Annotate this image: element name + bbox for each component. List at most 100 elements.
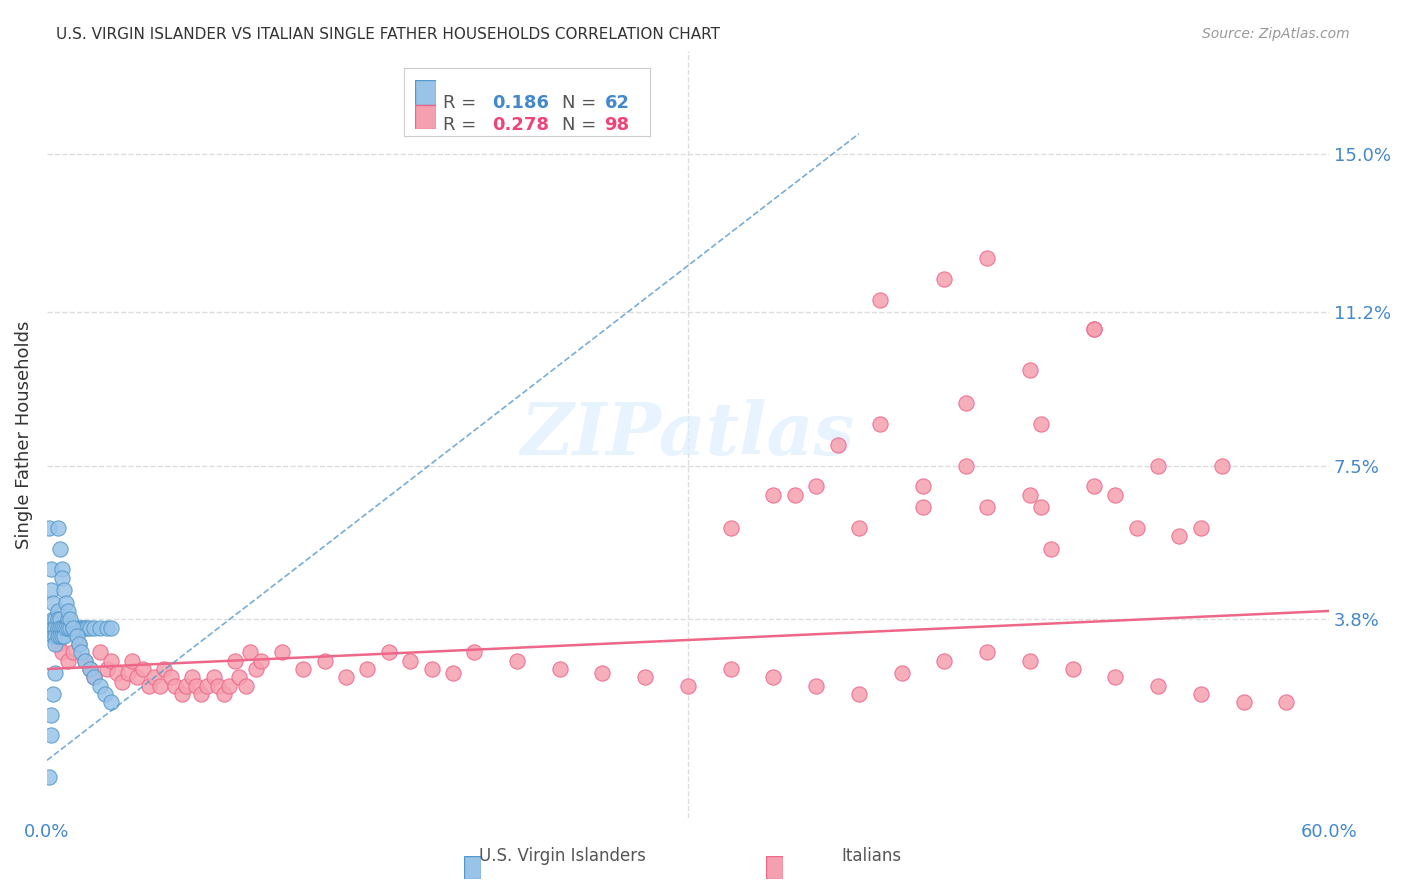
Point — [399, 654, 422, 668]
Point — [100, 654, 122, 668]
Point — [46, 637, 69, 651]
Point — [75, 654, 97, 668]
Point — [44, 666, 66, 681]
Point — [1083, 322, 1105, 336]
Point — [235, 679, 257, 693]
Point — [72, 621, 94, 635]
Point — [38, 770, 60, 784]
Point — [42, 612, 65, 626]
Point — [100, 695, 122, 709]
Point — [1018, 654, 1040, 668]
Point — [186, 679, 208, 693]
Point — [79, 662, 101, 676]
Point — [181, 670, 204, 684]
Point — [75, 654, 97, 668]
Point — [46, 629, 69, 643]
Point — [46, 521, 69, 535]
Point — [249, 654, 271, 668]
Point — [506, 654, 529, 668]
Text: N =: N = — [562, 94, 602, 112]
Point — [44, 629, 66, 643]
Point — [174, 679, 197, 693]
Point — [142, 670, 165, 684]
Point — [79, 662, 101, 676]
Point — [165, 679, 187, 693]
Point — [378, 645, 401, 659]
Point — [202, 670, 225, 684]
Point — [314, 654, 336, 668]
Point — [107, 666, 129, 681]
Text: 98: 98 — [605, 116, 630, 134]
Point — [62, 645, 84, 659]
Point — [66, 621, 89, 635]
Point — [138, 679, 160, 693]
Point — [783, 488, 806, 502]
Point — [356, 662, 378, 676]
Point — [1040, 541, 1063, 556]
Point — [39, 729, 62, 743]
Text: ZIPatlas: ZIPatlas — [520, 399, 855, 470]
Text: U.S. Virgin Islanders: U.S. Virgin Islanders — [479, 847, 645, 865]
Point — [634, 670, 657, 684]
Point — [592, 666, 614, 681]
Point — [46, 604, 69, 618]
Point — [89, 679, 111, 693]
Point — [66, 629, 89, 643]
Point — [548, 662, 571, 676]
Point — [55, 596, 77, 610]
Point — [762, 670, 785, 684]
Point — [1275, 695, 1298, 709]
Point — [1062, 662, 1084, 676]
Point — [58, 621, 80, 635]
Point — [44, 621, 66, 635]
Point — [132, 662, 155, 676]
Point — [63, 621, 86, 635]
Point — [976, 500, 998, 515]
Point — [1104, 488, 1126, 502]
Point — [720, 662, 742, 676]
Text: R =: R = — [443, 94, 482, 112]
Point — [51, 645, 73, 659]
Text: 62: 62 — [605, 94, 630, 112]
Point — [827, 438, 849, 452]
Point — [153, 662, 176, 676]
Point — [44, 637, 66, 651]
Point — [51, 629, 73, 643]
Point — [39, 583, 62, 598]
Point — [976, 645, 998, 659]
Point — [48, 621, 70, 635]
Point — [48, 629, 70, 643]
Point — [93, 687, 115, 701]
Point — [83, 621, 105, 635]
Point — [420, 662, 443, 676]
Point — [46, 612, 69, 626]
Point — [53, 629, 76, 643]
Point — [70, 645, 93, 659]
Text: Italians: Italians — [842, 847, 901, 865]
Point — [934, 654, 956, 668]
Point — [58, 604, 80, 618]
Point — [111, 674, 134, 689]
Point — [83, 670, 105, 684]
Point — [96, 621, 118, 635]
Point — [848, 521, 870, 535]
Point — [1168, 529, 1191, 543]
Point — [89, 621, 111, 635]
Point — [59, 621, 82, 635]
Point — [121, 654, 143, 668]
Point — [39, 707, 62, 722]
Point — [51, 621, 73, 635]
Text: Source: ZipAtlas.com: Source: ZipAtlas.com — [1202, 27, 1350, 41]
Point — [75, 621, 97, 635]
Point — [976, 251, 998, 265]
Point — [195, 679, 218, 693]
Point — [271, 645, 294, 659]
Point — [44, 612, 66, 626]
Point — [42, 629, 65, 643]
Point — [100, 621, 122, 635]
Point — [62, 621, 84, 635]
Point — [1147, 679, 1170, 693]
Point — [70, 621, 93, 635]
Point — [42, 596, 65, 610]
Point — [869, 293, 891, 307]
